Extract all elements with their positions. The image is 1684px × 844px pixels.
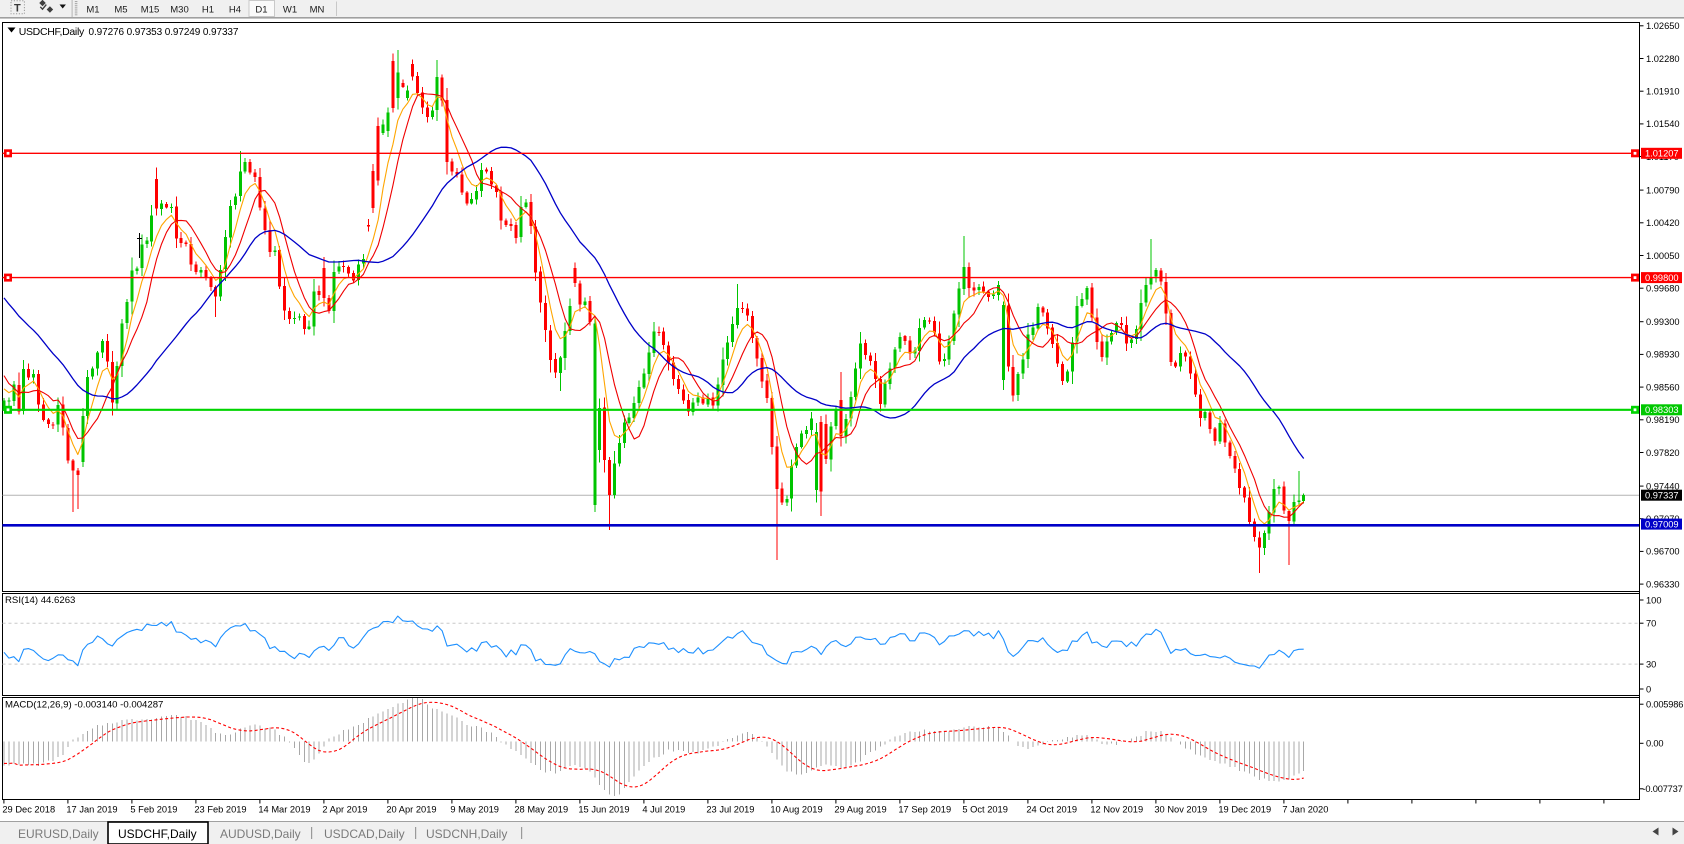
svg-text:M1: M1 bbox=[86, 4, 99, 15]
svg-text:0.99680: 0.99680 bbox=[1646, 284, 1680, 294]
svg-text:0.97820: 0.97820 bbox=[1646, 448, 1680, 458]
svg-text:14 Mar 2019: 14 Mar 2019 bbox=[258, 805, 310, 815]
svg-text:5 Oct 2019: 5 Oct 2019 bbox=[962, 805, 1007, 815]
svg-text:1.00050: 1.00050 bbox=[1646, 251, 1680, 261]
svg-text:M15: M15 bbox=[141, 4, 159, 15]
svg-text:12 Nov 2019: 12 Nov 2019 bbox=[1090, 805, 1143, 815]
svg-text:0.00: 0.00 bbox=[1646, 739, 1663, 749]
svg-text:1.00420: 1.00420 bbox=[1646, 218, 1680, 228]
svg-text:0.97337: 0.97337 bbox=[1645, 491, 1679, 501]
svg-text:29 Aug 2019: 29 Aug 2019 bbox=[834, 805, 886, 815]
svg-text:USDCHF,Daily: USDCHF,Daily bbox=[19, 26, 85, 38]
svg-text:0.98190: 0.98190 bbox=[1646, 415, 1680, 425]
svg-text:H4: H4 bbox=[229, 4, 241, 15]
svg-text:H1: H1 bbox=[202, 4, 214, 15]
svg-text:0.97440: 0.97440 bbox=[1646, 481, 1680, 491]
svg-text:MACD(12,26,9) -0.003140 -0.004: MACD(12,26,9) -0.003140 -0.004287 bbox=[5, 700, 163, 711]
svg-text:D1: D1 bbox=[255, 4, 267, 15]
svg-text:0.99300: 0.99300 bbox=[1646, 317, 1680, 327]
svg-text:USDCHF,Daily: USDCHF,Daily bbox=[118, 827, 197, 841]
svg-text:M30: M30 bbox=[170, 4, 188, 15]
svg-text:17 Sep 2019: 17 Sep 2019 bbox=[898, 805, 951, 815]
svg-text:AUDUSD,Daily: AUDUSD,Daily bbox=[220, 827, 301, 841]
svg-text:30: 30 bbox=[1646, 659, 1656, 669]
svg-text:9 May 2019: 9 May 2019 bbox=[450, 805, 499, 815]
svg-text:RSI(14) 44.6263: RSI(14) 44.6263 bbox=[5, 595, 75, 606]
svg-text:5 Feb 2019: 5 Feb 2019 bbox=[130, 805, 177, 815]
svg-text:USDCNH,Daily: USDCNH,Daily bbox=[426, 827, 507, 841]
svg-text:100: 100 bbox=[1646, 595, 1662, 605]
svg-text:0.96330: 0.96330 bbox=[1646, 579, 1680, 589]
svg-text:0.98930: 0.98930 bbox=[1646, 350, 1680, 360]
svg-text:W1: W1 bbox=[283, 4, 297, 15]
svg-text:0.98303: 0.98303 bbox=[1645, 405, 1679, 415]
svg-text:0: 0 bbox=[1646, 684, 1651, 694]
svg-text:0.96700: 0.96700 bbox=[1646, 547, 1680, 557]
svg-text:1.01540: 1.01540 bbox=[1646, 119, 1680, 129]
svg-text:19 Dec 2019: 19 Dec 2019 bbox=[1218, 805, 1271, 815]
svg-text:M5: M5 bbox=[114, 4, 127, 15]
svg-text:1.01910: 1.01910 bbox=[1646, 87, 1680, 97]
svg-text:2 Apr 2019: 2 Apr 2019 bbox=[322, 805, 367, 815]
svg-text:T: T bbox=[14, 3, 21, 15]
svg-text:0.98560: 0.98560 bbox=[1646, 382, 1680, 392]
svg-text:20 Apr 2019: 20 Apr 2019 bbox=[386, 805, 436, 815]
svg-text:0.97009: 0.97009 bbox=[1645, 519, 1679, 529]
svg-text:30 Nov 2019: 30 Nov 2019 bbox=[1154, 805, 1207, 815]
svg-text:USDCAD,Daily: USDCAD,Daily bbox=[324, 827, 405, 841]
svg-text:70: 70 bbox=[1646, 619, 1656, 629]
svg-text:1.02280: 1.02280 bbox=[1646, 54, 1680, 64]
svg-text:0.99800: 0.99800 bbox=[1645, 273, 1679, 283]
svg-text:23 Jul 2019: 23 Jul 2019 bbox=[706, 805, 754, 815]
svg-text:1.02650: 1.02650 bbox=[1646, 21, 1680, 31]
svg-text:15 Jun 2019: 15 Jun 2019 bbox=[578, 805, 629, 815]
svg-text:EURUSD,Daily: EURUSD,Daily bbox=[18, 827, 99, 841]
svg-text:-0.007737: -0.007737 bbox=[1643, 784, 1683, 794]
svg-text:MN: MN bbox=[310, 4, 325, 15]
svg-text:10 Aug 2019: 10 Aug 2019 bbox=[770, 805, 822, 815]
svg-text:1.01207: 1.01207 bbox=[1645, 149, 1679, 159]
svg-text:28 May 2019: 28 May 2019 bbox=[514, 805, 568, 815]
svg-text:24 Oct 2019: 24 Oct 2019 bbox=[1026, 805, 1077, 815]
svg-text:29 Dec 2018: 29 Dec 2018 bbox=[2, 805, 55, 815]
svg-text:4 Jul 2019: 4 Jul 2019 bbox=[642, 805, 685, 815]
svg-text:7 Jan 2020: 7 Jan 2020 bbox=[1282, 805, 1328, 815]
svg-text:0.005986: 0.005986 bbox=[1646, 700, 1683, 710]
svg-text:1.00790: 1.00790 bbox=[1646, 185, 1680, 195]
svg-text:0.97276 0.97353 0.97249 0.9733: 0.97276 0.97353 0.97249 0.97337 bbox=[89, 27, 239, 38]
svg-text:17 Jan 2019: 17 Jan 2019 bbox=[66, 805, 117, 815]
svg-text:23 Feb 2019: 23 Feb 2019 bbox=[194, 805, 246, 815]
